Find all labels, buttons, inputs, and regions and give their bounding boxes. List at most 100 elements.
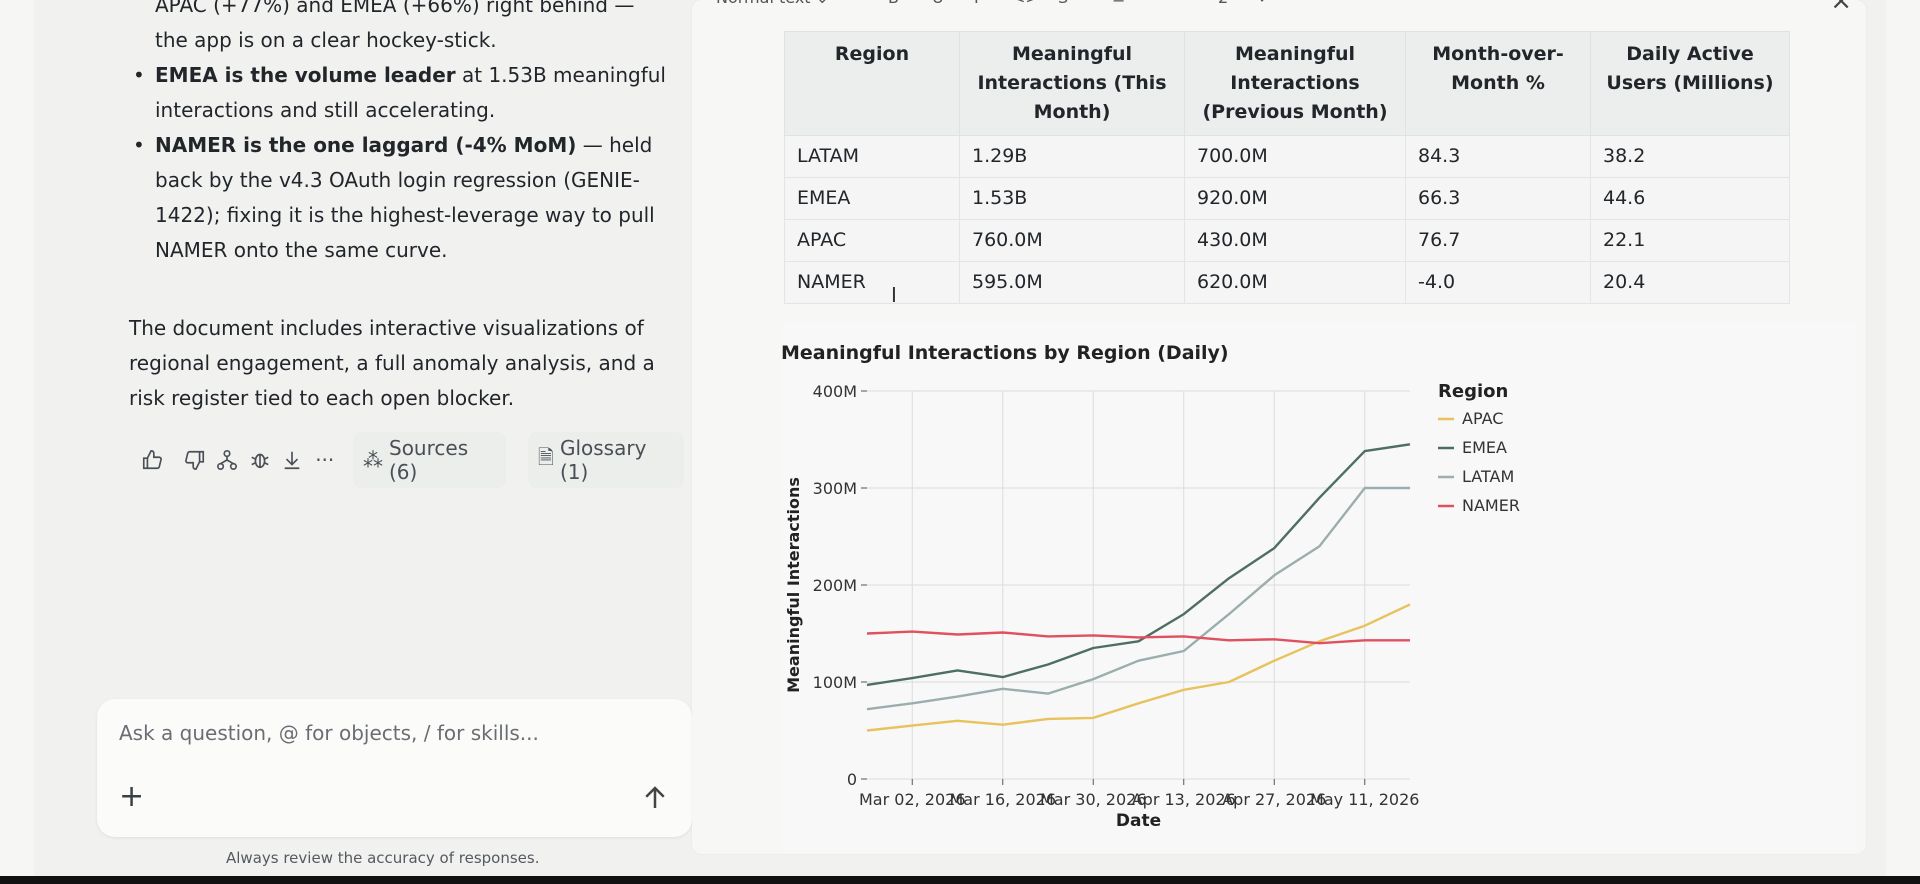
y-tick-label: 400M	[813, 382, 857, 401]
editor-toolbar: Normal text ⌄ B U I <> S ≡ •- 2- ✓- ↶ ↷	[692, 0, 1866, 12]
table-cell: NAMER	[784, 261, 960, 304]
close-icon[interactable]: ×	[1830, 0, 1852, 16]
y-axis-label: Meaningful Interactions	[784, 477, 803, 693]
bullet-bold: NAMER is the one laggard (-4% MoM)	[155, 133, 577, 157]
send-arrow-icon[interactable]	[640, 783, 670, 813]
bullet-text: APAC (+77%) and EMEA (+66%) right behind…	[155, 0, 635, 52]
document-pane: Normal text ⌄ B U I <> S ≡ •- 2- ✓- ↶ ↷ …	[692, 0, 1866, 854]
header-line: Region	[834, 43, 910, 65]
y-tick-label: 100M	[813, 673, 857, 692]
table-row: NAMER 595.0M 620.0M -4.0 20.4	[784, 261, 1790, 304]
bullet-list-icon[interactable]: •-	[1176, 0, 1191, 7]
table-row: EMEA 1.53B 920.0M 66.3 44.6	[784, 177, 1790, 220]
code-icon[interactable]: <>	[1012, 0, 1039, 7]
table-cell: -4.0	[1405, 261, 1591, 304]
checklist-icon[interactable]: ✓-	[1258, 0, 1277, 7]
column-header: Region	[784, 31, 960, 136]
table-cell: 76.7	[1405, 219, 1591, 262]
table-cell: 84.3	[1405, 135, 1591, 178]
header-line: Month-over-	[1432, 43, 1564, 65]
header-line: Interactions	[1230, 72, 1360, 94]
text-cursor-icon: I	[891, 283, 897, 307]
window-edge-right	[1886, 0, 1920, 876]
hierarchy-icon[interactable]	[213, 445, 242, 475]
table-cell: 700.0M	[1184, 135, 1406, 178]
strikethrough-icon[interactable]: S	[1058, 0, 1068, 7]
x-tick-label: Apr 13, 2026	[1132, 790, 1236, 809]
x-axis-label: Date	[1116, 811, 1161, 831]
bullet-item-growth: APAC (+77%) and EMEA (+66%) right behind…	[129, 0, 669, 58]
bug-icon[interactable]	[246, 445, 275, 475]
table-cell: 44.6	[1590, 177, 1790, 220]
sources-icon: ⁂	[363, 448, 383, 472]
table-cell: 1.53B	[959, 177, 1185, 220]
bullet-bold: EMEA is the volume leader	[155, 63, 456, 87]
x-tick-label: Mar 30, 2026	[1040, 790, 1147, 809]
text-style-dropdown[interactable]: Normal text ⌄	[716, 0, 829, 7]
underline-icon[interactable]: U	[932, 0, 944, 7]
header-line: Month %	[1451, 72, 1545, 94]
table-cell: 1.29B	[959, 135, 1185, 178]
table-cell: 22.1	[1590, 219, 1790, 262]
series-line-emea	[866, 443, 1411, 687]
response-actions: ··· ⁂ Sources (6) 🗎 Glossary (1)	[138, 432, 684, 488]
region-table: Region Meaningful Interactions (This Month…	[784, 31, 1790, 304]
legend-label-emea: EMEA	[1462, 438, 1507, 457]
table-cell: 430.0M	[1184, 219, 1406, 262]
chat-input[interactable]: Ask a question, @ for objects, / for ski…	[119, 721, 539, 745]
summary-paragraph: The document includes interactive visual…	[129, 316, 655, 410]
glossary-button[interactable]: 🗎 Glossary (1)	[527, 432, 684, 488]
line-chart[interactable]: Meaningful Interactions by Region (Daily…	[781, 323, 1857, 853]
download-icon[interactable]	[278, 445, 307, 475]
align-icon[interactable]: ≡	[1112, 0, 1125, 7]
header-line: Meaningful	[1234, 43, 1356, 65]
glossary-label: Glossary (1)	[559, 436, 647, 484]
x-tick-label: Apr 27, 2026	[1222, 790, 1326, 809]
header-line: Month)	[1033, 101, 1111, 123]
table-header-row: Region Meaningful Interactions (This Month…	[784, 31, 1790, 136]
table-cell: LATAM	[784, 135, 960, 178]
bullet-text: — held back by the v4.3 OAuth login regr…	[155, 133, 655, 262]
window-edge-left	[0, 0, 34, 876]
table-cell: 38.2	[1590, 135, 1790, 178]
undo-icon[interactable]: ↶	[1320, 0, 1333, 7]
table-cell: APAC	[784, 219, 960, 262]
add-attachment-button[interactable]: +	[119, 779, 145, 814]
table-cell: EMEA	[784, 177, 960, 220]
legend-label-apac: APAC	[1462, 409, 1503, 428]
header-line: (Previous Month)	[1202, 101, 1388, 123]
header-line: Users (Millions)	[1606, 72, 1774, 94]
bold-icon[interactable]: B	[888, 0, 899, 7]
series-line-apac	[866, 603, 1411, 732]
header-line: Interactions (This	[977, 72, 1167, 94]
chart-title: Meaningful Interactions by Region (Daily…	[781, 342, 1229, 364]
more-options-icon[interactable]: ···	[315, 448, 335, 472]
table-cell: 920.0M	[1184, 177, 1406, 220]
table-cell: 760.0M	[959, 219, 1185, 262]
chat-pane: APAC (+77%) and EMEA (+66%) right behind…	[34, 0, 692, 876]
italic-icon[interactable]: I	[974, 0, 979, 7]
column-header: Meaningful Interactions (This Month)	[959, 31, 1185, 136]
y-tick-label: 0	[847, 770, 857, 789]
redo-icon[interactable]: ↷	[1364, 0, 1377, 7]
thumbs-up-icon[interactable]	[138, 445, 167, 475]
screen-bottom-bar	[0, 876, 1920, 884]
header-line: Daily Active	[1626, 43, 1754, 65]
bullet-item-emea: EMEA is the volume leader at 1.53B meani…	[129, 58, 669, 128]
y-tick-label: 200M	[813, 576, 857, 595]
sources-button[interactable]: ⁂ Sources (6)	[353, 432, 506, 488]
legend-label-latam: LATAM	[1462, 467, 1514, 486]
x-tick-label: Mar 02, 2026	[859, 790, 966, 809]
table-cell: 620.0M	[1184, 261, 1406, 304]
series-line-namer	[866, 630, 1410, 645]
text-style-label: Normal text	[716, 0, 811, 7]
numbered-list-icon[interactable]: 2-	[1218, 0, 1234, 7]
thumbs-down-icon[interactable]	[181, 445, 210, 475]
y-tick-label: 300M	[813, 479, 857, 498]
x-tick-label: Mar 16, 2026	[949, 790, 1056, 809]
table-cell: 20.4	[1590, 261, 1790, 304]
series-line-latam	[866, 486, 1410, 711]
summary-bullet-list: APAC (+77%) and EMEA (+66%) right behind…	[129, 0, 669, 268]
table-row: APAC 760.0M 430.0M 76.7 22.1	[784, 219, 1790, 262]
chat-composer: Ask a question, @ for objects, / for ski…	[97, 699, 692, 837]
